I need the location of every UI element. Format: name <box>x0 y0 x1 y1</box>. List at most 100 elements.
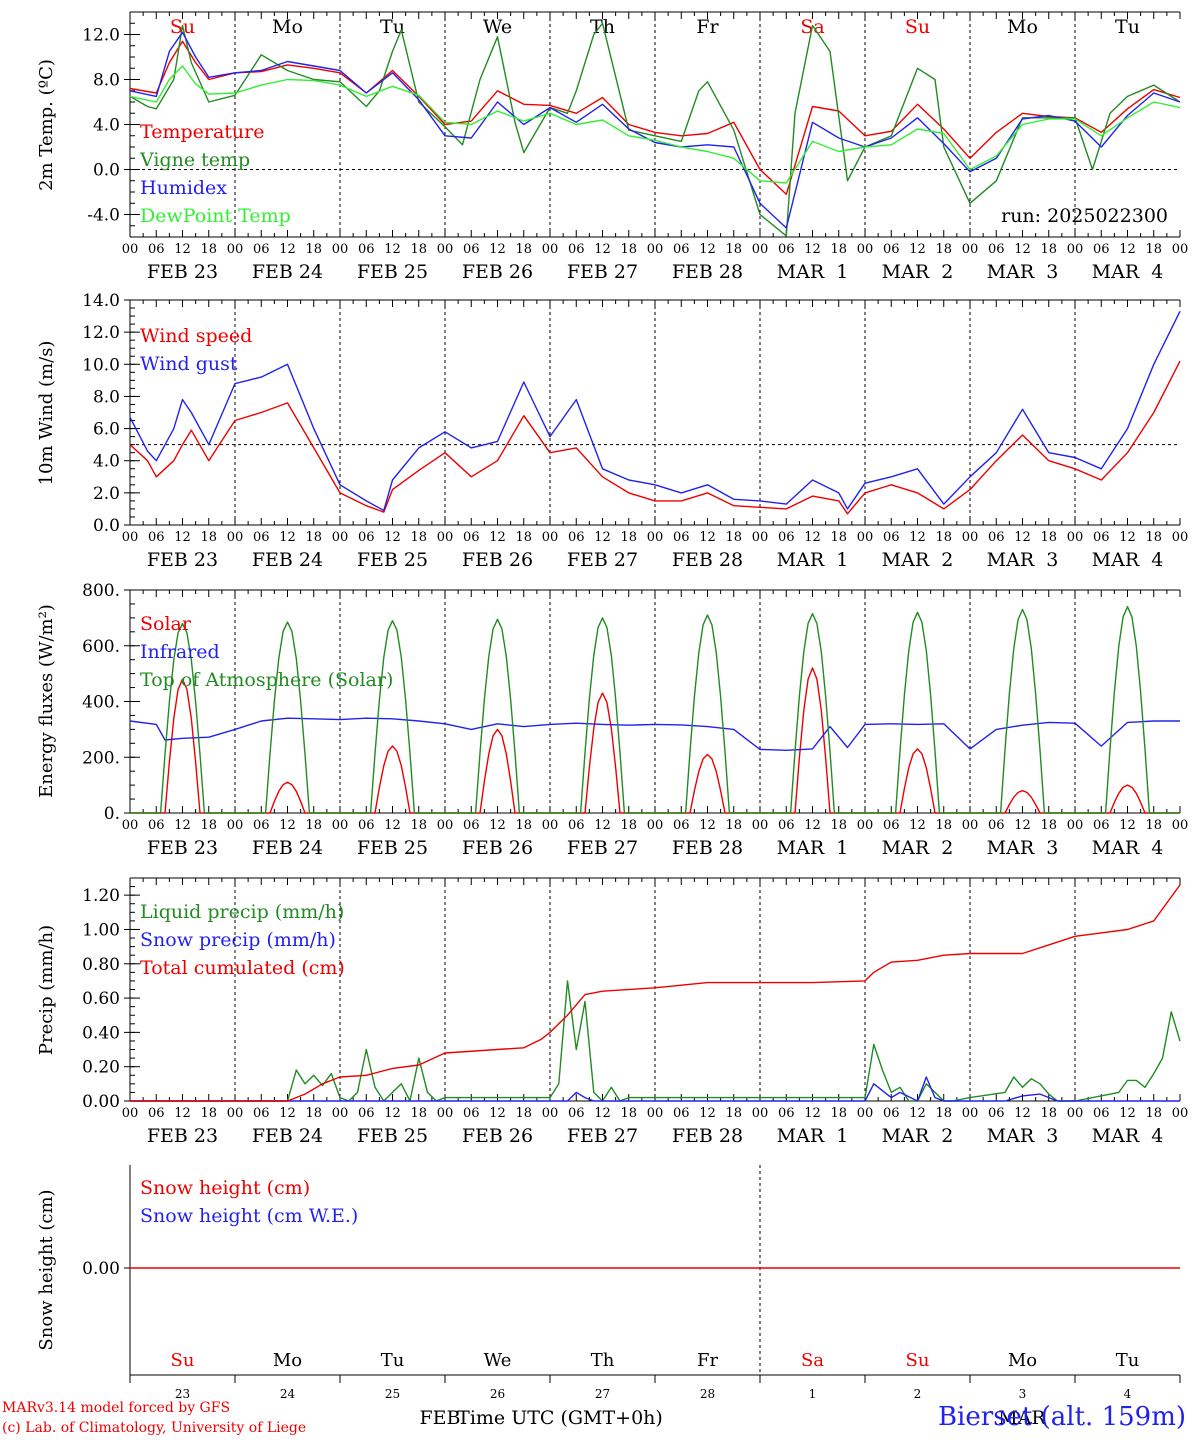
hour-tick-label: 00 <box>1172 530 1189 545</box>
legend-temperature: Temperature <box>140 121 264 143</box>
hour-tick-label: 06 <box>568 818 585 833</box>
hour-tick-label: 00 <box>332 242 349 257</box>
date-label: MAR 3 <box>987 837 1059 859</box>
hour-tick-label: 12 <box>1119 818 1136 833</box>
hour-tick-label: 12 <box>1119 1106 1136 1121</box>
weekday-label: Fr <box>696 16 719 38</box>
hour-tick-label: 18 <box>620 818 637 833</box>
hour-tick-label: 12 <box>909 818 926 833</box>
legend-total-cumulated-cm-: Total cumulated (cm) <box>140 957 345 979</box>
y-tick-label: 8.0 <box>93 387 120 407</box>
hour-tick-label: 12 <box>804 242 821 257</box>
hour-tick-label: 06 <box>358 1106 375 1121</box>
y-tick-label: -4.0 <box>87 206 120 226</box>
date-label: FEB 27 <box>567 1125 638 1147</box>
x-axis-title: Time UTC (GMT+0h) <box>457 1407 663 1429</box>
hour-tick-label: 06 <box>883 530 900 545</box>
date-label: MAR 1 <box>777 549 849 571</box>
hour-tick-label: 18 <box>305 530 322 545</box>
hour-tick-label: 00 <box>857 1106 874 1121</box>
hour-tick-label: 18 <box>830 530 847 545</box>
hour-tick-label: 12 <box>174 818 191 833</box>
date-label: FEB 27 <box>567 837 638 859</box>
date-label: MAR 1 <box>777 1125 849 1147</box>
hour-tick-label: 06 <box>148 242 165 257</box>
date-label: FEB 28 <box>672 837 743 859</box>
series-snow-precip-mm-h- <box>130 1076 1180 1102</box>
hour-tick-label: 12 <box>804 1106 821 1121</box>
y-tick-label: 4.0 <box>93 116 120 136</box>
hour-tick-label: 18 <box>410 1106 427 1121</box>
hour-tick-label: 00 <box>542 530 559 545</box>
hour-tick-label: 00 <box>437 818 454 833</box>
bottom-weekday-label: Mo <box>273 1350 302 1371</box>
hour-tick-label: 12 <box>279 242 296 257</box>
y-tick-label: 6.0 <box>93 420 120 440</box>
hour-tick-label: 06 <box>778 242 795 257</box>
y-tick-label: 600. <box>82 637 120 657</box>
hour-tick-label: 00 <box>857 818 874 833</box>
legend-humidex: Humidex <box>140 177 227 199</box>
series-vigne-temp <box>129 22 1181 237</box>
hour-tick-label: 12 <box>489 242 506 257</box>
hour-tick-label: 12 <box>384 242 401 257</box>
hour-tick-label: 12 <box>699 818 716 833</box>
hour-tick-label: 18 <box>200 242 217 257</box>
hour-tick-label: 00 <box>1172 1106 1189 1121</box>
series-total-cumulated-cm- <box>130 884 1181 1102</box>
hour-tick-label: 18 <box>1040 530 1057 545</box>
hour-tick-label: 06 <box>1093 530 1110 545</box>
date-label: MAR 3 <box>987 549 1059 571</box>
hour-tick-label: 06 <box>1093 1106 1110 1121</box>
hour-tick-label: 06 <box>673 818 690 833</box>
day-number: 26 <box>490 1387 505 1401</box>
hour-tick-label: 12 <box>909 530 926 545</box>
y-tick-label: 1.00 <box>82 920 120 940</box>
hour-tick-label: 18 <box>200 818 217 833</box>
hour-tick-label: 12 <box>594 1106 611 1121</box>
hour-tick-label: 00 <box>332 1106 349 1121</box>
y-tick-label: 12.0 <box>82 323 120 343</box>
hour-tick-label: 12 <box>174 1106 191 1121</box>
hour-tick-label: 18 <box>830 1106 847 1121</box>
date-label: MAR 2 <box>882 261 954 283</box>
hour-tick-label: 18 <box>830 818 847 833</box>
hour-tick-label: 06 <box>1093 818 1110 833</box>
day-number: 24 <box>280 1387 296 1401</box>
hour-tick-label: 18 <box>515 530 532 545</box>
hour-tick-label: 00 <box>542 242 559 257</box>
date-label: FEB 28 <box>672 261 743 283</box>
hour-tick-label: 12 <box>279 1106 296 1121</box>
hour-tick-label: 18 <box>935 818 952 833</box>
hour-tick-label: 18 <box>515 818 532 833</box>
panel-2-ylabel: Energy fluxes (W/m²) <box>36 604 57 798</box>
date-label: MAR 1 <box>777 837 849 859</box>
hour-tick-label: 18 <box>410 818 427 833</box>
date-label: FEB 25 <box>357 549 428 571</box>
hour-tick-label: 06 <box>568 1106 585 1121</box>
hour-tick-label: 00 <box>857 242 874 257</box>
hour-tick-label: 12 <box>594 530 611 545</box>
bottom-weekday-label: Su <box>906 1350 930 1371</box>
hour-tick-label: 18 <box>305 1106 322 1121</box>
hour-tick-label: 00 <box>1172 818 1189 833</box>
date-label: FEB 23 <box>147 837 218 859</box>
hour-tick-label: 00 <box>647 1106 664 1121</box>
bottom-weekday-label: Mo <box>1008 1350 1037 1371</box>
bottom-weekday-label: Fr <box>697 1350 718 1371</box>
y-tick-label: 0.00 <box>82 1259 120 1279</box>
hour-tick-label: 18 <box>935 1106 952 1121</box>
run-annotation: run: 2025022300 <box>1001 205 1168 227</box>
credit-line-1: MARv3.14 model forced by GFS <box>2 1400 231 1416</box>
month-left-label: FEB <box>419 1407 460 1429</box>
hour-tick-label: 18 <box>515 242 532 257</box>
date-label: MAR 2 <box>882 837 954 859</box>
hour-tick-label: 00 <box>1067 242 1084 257</box>
date-label: FEB 25 <box>357 261 428 283</box>
y-tick-label: 800. <box>82 581 120 601</box>
hour-tick-label: 00 <box>752 1106 769 1121</box>
weekday-label: We <box>483 16 512 38</box>
hour-tick-label: 06 <box>253 530 270 545</box>
hour-tick-label: 00 <box>227 1106 244 1121</box>
hour-tick-label: 12 <box>384 530 401 545</box>
